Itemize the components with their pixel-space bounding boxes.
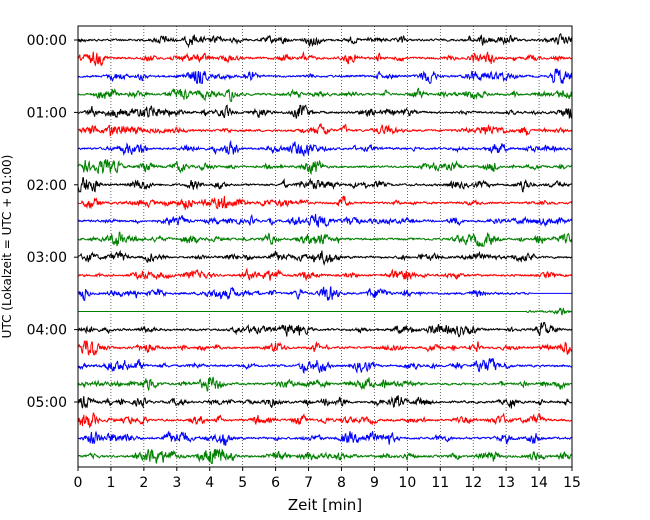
x-tick-label: 15 — [563, 475, 581, 491]
x-tick-label: 5 — [238, 475, 247, 491]
y-tick-label: 05:00 — [27, 395, 67, 411]
trace-0415 — [77, 340, 573, 357]
trace-0400 — [77, 321, 573, 338]
x-tick-label: 10 — [398, 475, 416, 491]
trace-0445 — [77, 376, 573, 392]
y-axis-label: UTC (Lokalzeit = UTC + 01:00) — [0, 155, 14, 339]
x-tick-label: 12 — [464, 475, 482, 491]
trace-0545 — [77, 448, 573, 465]
x-tick-label: 4 — [205, 475, 214, 491]
trace-0300 — [77, 249, 573, 266]
trace-0030 — [77, 68, 573, 84]
trace-0200 — [77, 177, 572, 193]
trace-0315 — [77, 267, 573, 282]
x-tick-label: 14 — [530, 475, 548, 491]
trace-0500 — [77, 395, 573, 409]
trace-0045 — [77, 87, 573, 102]
y-tick-label: 01:00 — [27, 105, 67, 121]
trace-0130 — [77, 139, 573, 157]
trace-0515 — [77, 412, 573, 429]
x-tick-label: 2 — [139, 475, 148, 491]
trace-0000 — [77, 33, 573, 49]
trace-0230 — [77, 213, 573, 228]
plot-frame — [77, 25, 573, 468]
x-tick-label: 3 — [172, 475, 181, 491]
trace-0530 — [77, 430, 573, 446]
x-tick-label: 9 — [370, 475, 379, 491]
trace-0015 — [77, 50, 573, 67]
y-axis-ticks: 00:00 01:00 02:00 03:00 04:00 05:00 — [27, 33, 78, 411]
x-tick-label: 6 — [271, 475, 280, 491]
y-tick-label: 00:00 — [27, 33, 67, 49]
trace-0330 — [77, 286, 572, 301]
trace-0245 — [77, 231, 573, 247]
y-tick-label: 03:00 — [27, 250, 67, 266]
trace-0145 — [77, 159, 573, 176]
x-tick-label: 0 — [74, 475, 83, 491]
y-tick-label: 02:00 — [27, 178, 67, 194]
x-tick-label: 11 — [431, 475, 449, 491]
trace-0430 — [77, 358, 573, 375]
x-tick-label: 7 — [304, 475, 313, 491]
x-tick-label: 13 — [497, 475, 515, 491]
x-axis-ticks: 0 1 2 3 4 5 6 7 8 9 10 11 12 13 14 15 — [74, 467, 581, 491]
x-tick-label: 1 — [106, 475, 115, 491]
trace-0215 — [77, 195, 573, 210]
seismic-traces — [77, 33, 573, 465]
trace-0100 — [77, 104, 573, 120]
y-tick-label: 04:00 — [27, 323, 67, 339]
x-axis-label: Zeit [min] — [288, 496, 362, 514]
trace-0115 — [77, 122, 573, 137]
trace-0345 — [78, 307, 573, 316]
x-tick-label: 8 — [337, 475, 346, 491]
